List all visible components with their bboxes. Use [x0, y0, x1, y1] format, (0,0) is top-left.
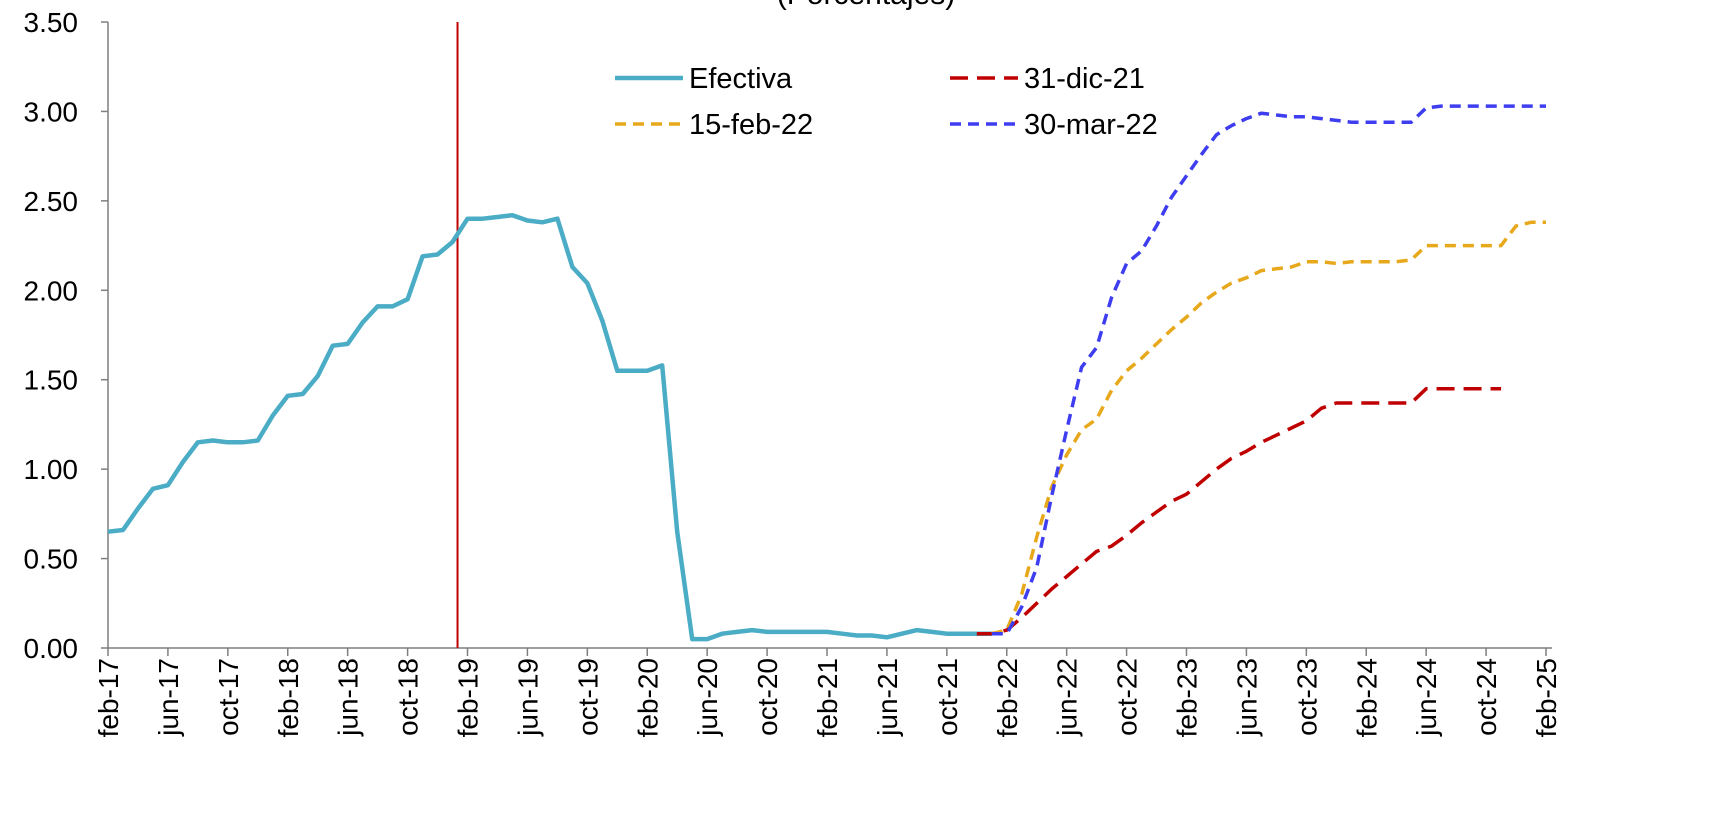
x-tick-label: oct-20	[752, 658, 783, 736]
x-tick-label: oct-17	[213, 658, 244, 736]
legend-label: 31-dic-21	[1024, 63, 1145, 95]
x-tick-label: jun-19	[512, 658, 543, 737]
x-tick-label: oct-23	[1291, 658, 1322, 736]
x-tick-label: oct-21	[932, 658, 963, 736]
legend-item: 15-feb-22	[615, 109, 813, 141]
chart-title: (Porcentajes)	[777, 0, 955, 11]
legend-item: 30-mar-22	[950, 109, 1158, 141]
y-tick-label: 2.00	[24, 275, 79, 306]
series-line-15-feb-22	[991, 220, 1546, 636]
x-tick-label: feb-23	[1172, 658, 1203, 737]
x-tick-label: jun-17	[153, 658, 184, 737]
x-tick-label: oct-22	[1112, 658, 1143, 736]
x-tick-label: feb-20	[632, 658, 663, 737]
x-tick-label: feb-17	[93, 658, 124, 737]
legend-label: Efectiva	[689, 63, 793, 95]
legend-label: 30-mar-22	[1024, 109, 1158, 141]
series-layer	[107, 104, 1546, 642]
x-tick-label: oct-18	[393, 658, 424, 736]
y-tick-label: 0.50	[24, 544, 79, 575]
x-tick-label: feb-22	[992, 658, 1023, 737]
x-tick-label: jun-23	[1231, 658, 1262, 737]
series-line-31-dic-21	[976, 386, 1502, 636]
x-tick-label: jun-21	[872, 658, 903, 737]
axes: 0.00 0.50 1.00 1.50 2.00 2.50 3.00 3.50 feb-17 ju…	[24, 7, 1563, 737]
legend-item: Efectiva	[615, 63, 793, 95]
y-tick-label: 2.50	[24, 186, 79, 217]
x-tick-label: feb-25	[1531, 658, 1562, 737]
x-tick-label: jun-22	[1052, 658, 1083, 737]
x-tick-label: oct-19	[572, 658, 603, 736]
x-tick-label: jun-18	[333, 658, 364, 737]
x-tick-label: oct-24	[1471, 658, 1502, 736]
y-tick-label: 3.00	[24, 96, 79, 127]
x-tick-label: feb-19	[453, 658, 484, 737]
y-tick-label: 3.50	[24, 7, 79, 38]
legend: Efectiva 31-dic-21 15-feb-22 30-mar-22	[615, 63, 1158, 141]
x-tick-label: feb-24	[1351, 658, 1382, 737]
series-line-30-mar-22	[991, 104, 1546, 636]
y-tick-label: 0.00	[24, 633, 79, 664]
legend-item: 31-dic-21	[950, 63, 1145, 95]
legend-label: 15-feb-22	[689, 109, 813, 141]
y-tick-label: 1.00	[24, 454, 79, 485]
series-line-efectiva	[107, 212, 992, 642]
x-tick-label: feb-18	[273, 658, 304, 737]
x-tick-label: jun-24	[1411, 658, 1442, 737]
x-tick-label: feb-21	[812, 658, 843, 737]
y-tick-label: 1.50	[24, 365, 79, 396]
x-tick-label: jun-20	[692, 658, 723, 737]
